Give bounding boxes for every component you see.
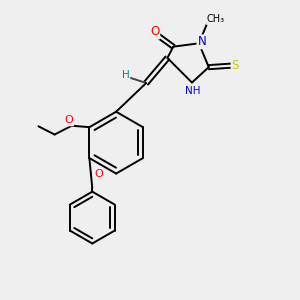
Text: O: O <box>64 116 73 125</box>
Text: S: S <box>232 58 239 72</box>
Text: CH₃: CH₃ <box>207 14 225 24</box>
Text: O: O <box>95 169 103 179</box>
Text: H: H <box>122 70 130 80</box>
Text: NH: NH <box>185 86 200 96</box>
Text: O: O <box>150 26 159 38</box>
Text: N: N <box>197 35 206 48</box>
